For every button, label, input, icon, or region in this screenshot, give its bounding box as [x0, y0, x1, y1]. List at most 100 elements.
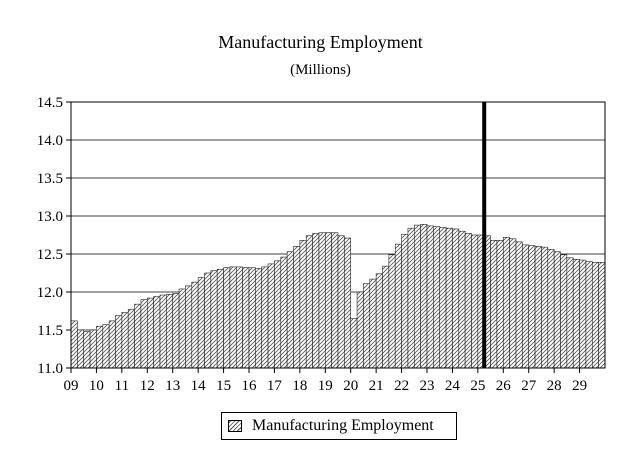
x-tick-label: 25	[470, 378, 485, 394]
x-tick-label: 19	[318, 378, 333, 394]
bar	[394, 243, 402, 369]
bars	[70, 224, 606, 369]
bar	[496, 240, 504, 369]
x-tick-label: 23	[420, 378, 435, 394]
bar	[96, 325, 104, 369]
plot-frame	[70, 101, 606, 369]
x-tick-label: 16	[242, 378, 258, 394]
bar	[515, 241, 523, 369]
bar	[274, 260, 282, 369]
x-tick-label: 28	[547, 378, 562, 394]
bar	[490, 240, 498, 369]
x-tick-label: 12	[140, 378, 155, 394]
bar	[102, 324, 110, 369]
bar	[350, 318, 358, 369]
x-tick-label: 26	[496, 378, 512, 394]
bar	[318, 232, 326, 369]
bar	[502, 236, 510, 369]
bar	[216, 268, 224, 369]
x-tick-label: 18	[292, 378, 307, 394]
bar	[426, 225, 434, 369]
tick-labels: 11.0 11.5 12.0 12.5 13.0 13.5 14.0 14.5 09 10 11 12…	[37, 95, 587, 394]
y-tick-label: 13.5	[37, 171, 63, 187]
bar	[255, 268, 263, 369]
bar	[566, 257, 574, 369]
bar	[248, 267, 256, 369]
bar	[108, 320, 116, 369]
bar	[420, 224, 428, 369]
bar	[331, 232, 339, 369]
x-tick-label: 24	[445, 378, 461, 394]
bar	[534, 246, 542, 369]
bar	[185, 285, 193, 369]
y-tick-label: 14.0	[37, 133, 63, 149]
x-tick-label: 27	[521, 378, 537, 394]
bar	[344, 237, 352, 369]
bar	[553, 251, 561, 369]
legend-swatch	[228, 420, 242, 432]
bar	[439, 227, 447, 369]
x-tick-label: 20	[343, 378, 358, 394]
bar	[159, 294, 167, 369]
bar	[267, 263, 275, 369]
bar	[363, 283, 371, 369]
y-tick-label: 11.5	[37, 323, 63, 339]
bar	[407, 227, 415, 369]
x-tick-label: 11	[115, 378, 129, 394]
bar	[572, 259, 580, 369]
bar	[77, 329, 85, 369]
y-tick-label: 12.5	[37, 247, 63, 263]
legend-label: Manufacturing Employment	[252, 417, 434, 434]
bar	[547, 249, 555, 369]
bar	[140, 299, 148, 369]
bar	[305, 235, 313, 369]
bar	[235, 266, 243, 369]
chart-subtitle: (Millions)	[290, 62, 351, 78]
bar	[280, 256, 288, 369]
bar	[401, 233, 409, 369]
bar	[146, 297, 154, 369]
bar	[579, 259, 587, 369]
bar	[356, 291, 364, 369]
bar	[522, 244, 530, 369]
bar	[293, 246, 301, 369]
bar	[413, 224, 421, 369]
bar	[286, 251, 294, 369]
bar	[471, 234, 479, 369]
bar	[223, 267, 231, 369]
y-tick-label: 11.0	[37, 361, 63, 377]
bar	[324, 232, 332, 369]
y-tick-label: 13.0	[37, 209, 63, 225]
bar	[541, 246, 549, 369]
bar	[178, 288, 186, 369]
bar	[166, 293, 174, 369]
bar	[153, 296, 161, 369]
y-tick-label: 12.0	[37, 285, 63, 301]
bar	[509, 238, 517, 369]
bar	[591, 262, 599, 369]
x-tick-label: 10	[89, 378, 104, 394]
bar	[382, 265, 390, 369]
bar	[83, 331, 91, 369]
x-tick-label: 21	[369, 378, 384, 394]
bar	[598, 262, 606, 369]
bar	[70, 320, 78, 369]
bar	[585, 261, 593, 369]
x-tick-label: 14	[191, 378, 207, 394]
x-tick-label: 29	[572, 378, 587, 394]
bar	[464, 233, 472, 369]
bar	[242, 267, 250, 369]
bar	[369, 278, 377, 369]
x-tick-label: 17	[267, 378, 283, 394]
x-tick-label: 13	[165, 378, 180, 394]
bar	[191, 281, 199, 369]
bar	[528, 245, 536, 369]
bar	[121, 312, 129, 369]
bar	[452, 228, 460, 369]
chart-title: Manufacturing Employment	[218, 32, 423, 52]
bar	[204, 272, 212, 369]
x-tick-label: 15	[216, 378, 231, 394]
bar	[115, 315, 123, 369]
bar	[172, 293, 180, 369]
